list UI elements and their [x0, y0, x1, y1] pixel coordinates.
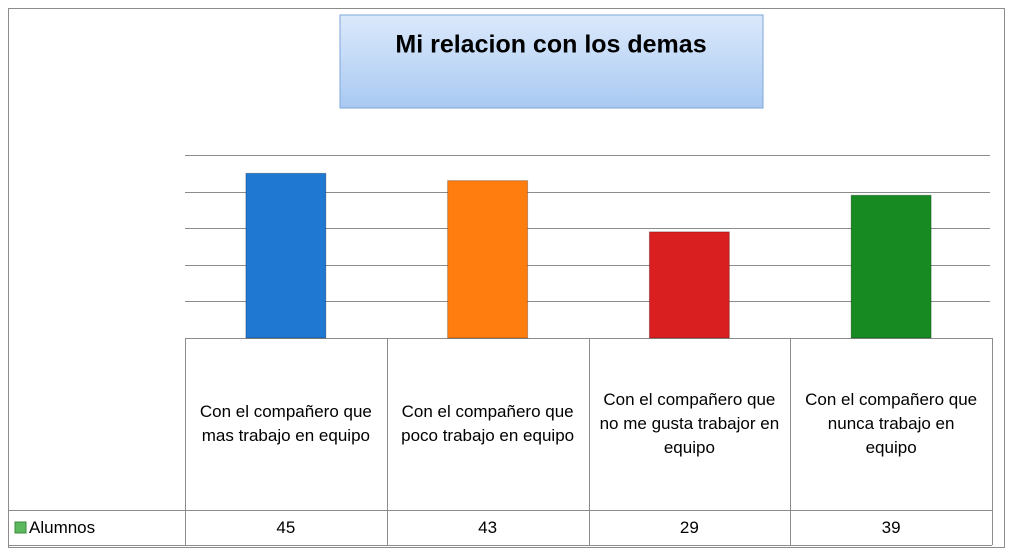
- category-label: Con el compañero que no me gusta trabajo…: [599, 390, 780, 457]
- category-label: Con el compañero que nunca trabajo en eq…: [805, 390, 978, 457]
- chart-title: Mi relacion con los demas: [395, 31, 706, 59]
- value-label: 45: [276, 518, 295, 537]
- bar: [447, 180, 529, 339]
- value-label: 43: [478, 518, 497, 537]
- bar: [850, 194, 932, 339]
- legend-key: [14, 521, 27, 534]
- value-label: 29: [680, 518, 699, 537]
- category-label: Con el compañero que mas trabajo en equi…: [199, 402, 372, 445]
- category-label: Con el compañero que poco trabajo en equ…: [401, 402, 575, 445]
- value-label: 39: [882, 518, 901, 537]
- title-box: [339, 14, 764, 109]
- legend-label: Alumnos: [29, 518, 95, 537]
- bar: [245, 172, 327, 339]
- bar: [648, 231, 730, 339]
